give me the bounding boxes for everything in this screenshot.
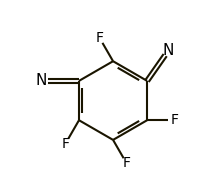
Text: F: F (170, 113, 178, 127)
Text: N: N (163, 43, 174, 58)
Text: N: N (36, 73, 47, 88)
Text: F: F (61, 137, 69, 151)
Text: F: F (123, 156, 131, 170)
Text: F: F (95, 31, 103, 45)
